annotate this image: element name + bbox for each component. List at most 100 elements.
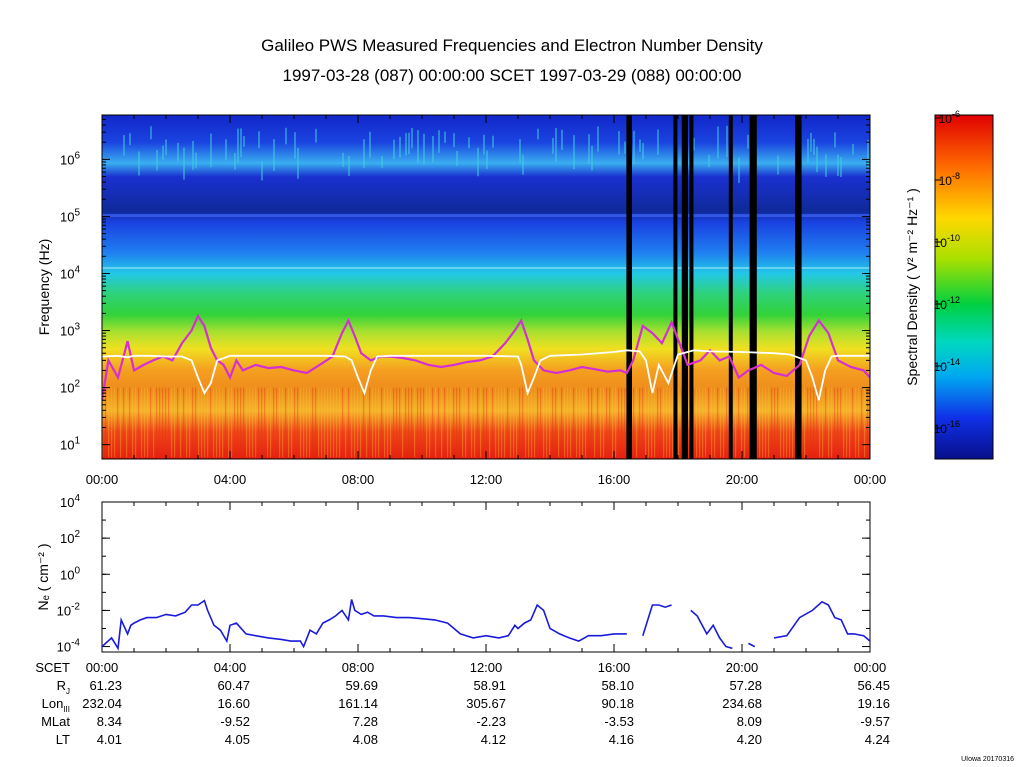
texture-streak [708, 387, 710, 458]
texture-streak [543, 387, 545, 458]
ephemeris-row-label: MLat [41, 714, 70, 729]
texture-streak [837, 154, 839, 177]
ephemeris-value: 08:00 [342, 660, 375, 675]
texture-streak [864, 387, 866, 458]
texture-streak [693, 137, 695, 151]
data-gap-bar [749, 115, 754, 459]
texture-streak [642, 387, 644, 458]
texture-streak [696, 387, 698, 458]
texture-streak [180, 387, 182, 458]
texture-streak [777, 387, 779, 458]
texture-streak [273, 139, 275, 171]
ephemeris-value: 58.10 [601, 678, 634, 693]
texture-streak [570, 387, 572, 458]
texture-streak [321, 387, 323, 458]
texture-streak [294, 387, 296, 458]
y-tick-label: 104 [60, 493, 80, 510]
texture-streak [351, 387, 353, 458]
texture-streak [129, 133, 131, 146]
texture-streak [810, 132, 812, 152]
texture-streak [195, 152, 197, 169]
texture-streak [177, 387, 179, 458]
texture-streak [291, 387, 293, 458]
texture-streak [378, 387, 380, 458]
texture-streak [792, 387, 794, 458]
texture-streak [480, 387, 482, 458]
texture-streak [237, 128, 239, 163]
texture-streak [837, 387, 839, 458]
texture-streak [192, 387, 194, 458]
density-y-label: Nₑ ( cm⁻² ) [35, 543, 51, 610]
texture-streak [258, 387, 260, 458]
texture-streak [633, 130, 635, 164]
texture-streak [399, 136, 401, 158]
data-gap-bar [752, 115, 757, 459]
texture-streak [624, 141, 626, 154]
spectrogram-texture [102, 125, 870, 458]
texture-streak [552, 137, 554, 154]
upper-cutoff-line [102, 313, 870, 401]
texture-streak [651, 387, 653, 458]
texture-streak [453, 133, 455, 148]
ephemeris-value: 12:00 [470, 660, 503, 675]
texture-streak [765, 387, 767, 458]
ephemeris-value: 161.14 [338, 696, 378, 711]
texture-streak [582, 387, 584, 458]
texture-streak [213, 387, 215, 458]
texture-streak [228, 387, 230, 458]
texture-streak [834, 387, 836, 458]
texture-streak [825, 387, 827, 458]
texture-streak [240, 387, 242, 458]
data-gap-bar [728, 115, 733, 459]
data-gap-bar [681, 115, 686, 459]
texture-streak [162, 145, 164, 160]
chart-title: Galileo PWS Measured Frequencies and Ele… [261, 36, 763, 55]
colorbar-label: Spectral Density ( V² m⁻² Hz⁻¹ ) [904, 188, 920, 386]
texture-streak [336, 387, 338, 458]
spectrogram-y-label: Frequency (Hz) [36, 239, 52, 335]
texture-streak [225, 139, 227, 161]
density-y-ticks: 104 102 100 10-2 10-4 [57, 493, 870, 655]
texture-streak [243, 387, 245, 458]
y-tick-label: 105 [60, 207, 80, 224]
texture-streak [150, 126, 152, 140]
texture-streak [195, 387, 197, 458]
ephemeris-value: -2.23 [476, 714, 506, 729]
texture-streak [600, 387, 602, 458]
texture-streak [768, 387, 770, 458]
texture-streak [393, 387, 395, 458]
texture-streak [681, 387, 683, 458]
texture-streak [615, 387, 617, 458]
texture-streak [555, 127, 557, 162]
ephemeris-value: 04:00 [214, 660, 247, 675]
texture-streak [198, 387, 200, 458]
texture-streak [174, 387, 176, 458]
texture-streak [210, 133, 212, 168]
texture-streak [399, 387, 401, 458]
texture-streak [414, 387, 416, 458]
texture-streak [348, 387, 350, 458]
texture-streak [435, 387, 437, 458]
texture-streak [387, 387, 389, 458]
texture-streak [468, 387, 470, 458]
texture-streak [249, 387, 251, 458]
ephemeris-value: 232.04 [82, 696, 122, 711]
texture-streak [519, 139, 521, 163]
texture-streak [222, 387, 224, 458]
texture-streak [156, 387, 158, 458]
texture-streak [186, 387, 188, 458]
texture-streak [666, 387, 668, 458]
ephemeris-value: 61.23 [89, 678, 122, 693]
texture-streak [633, 387, 635, 458]
texture-streak [786, 387, 788, 458]
texture-streak [165, 387, 167, 458]
texture-streak [840, 387, 842, 458]
texture-streak [315, 128, 317, 143]
texture-streak [381, 387, 383, 458]
texture-streak [207, 387, 209, 458]
texture-streak [417, 387, 419, 458]
ephemeris-value: 234.68 [722, 696, 762, 711]
ephemeris-row-label: LT [56, 732, 70, 747]
texture-streak [567, 387, 569, 458]
texture-streak [606, 387, 608, 458]
